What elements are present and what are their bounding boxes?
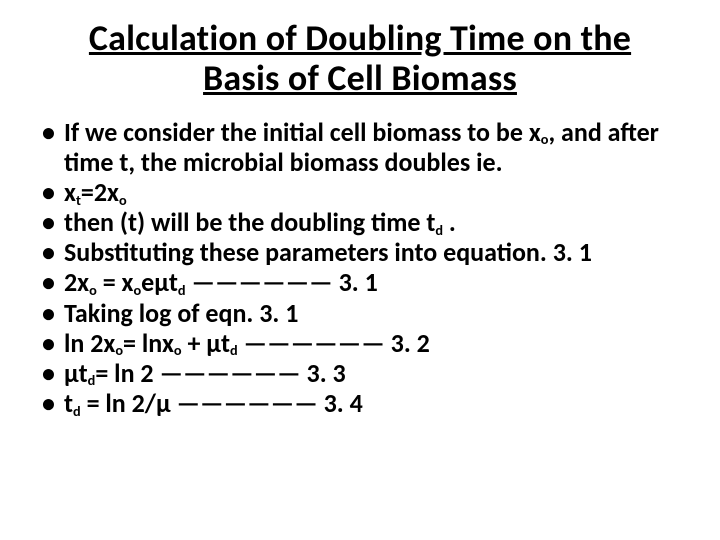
text: =2x <box>81 176 119 208</box>
title-line-1: Calculation of Doubling Time on the <box>89 16 631 60</box>
text: t <box>64 387 73 419</box>
title-line-2: Basis of Cell Biomass <box>203 56 517 100</box>
text: Taking log of eqn. 3. 1 <box>64 297 298 329</box>
text: x <box>64 176 76 208</box>
bullet-3: then (t) will be the doubling time td . <box>38 207 686 237</box>
text: ln 2x <box>64 327 115 359</box>
bullet-1: If we consider the initial cell biomass … <box>38 117 686 177</box>
text: If we consider the initial cell biomass … <box>64 116 541 148</box>
bullet-8: µtd= ln 2 —————— 3. 3 <box>38 358 686 388</box>
text: . <box>443 206 456 238</box>
text: µt <box>64 357 88 389</box>
text: 2x <box>64 266 89 298</box>
bullet-4: Substituting these parameters into equat… <box>38 237 686 267</box>
subscript-o: o <box>541 130 549 148</box>
bullet-7: ln 2xo= lnxo + µtd —————— 3. 2 <box>38 328 686 358</box>
bullet-6: Taking log of eqn. 3. 1 <box>38 298 686 328</box>
text: then (t) will be the doubling time t <box>64 206 435 238</box>
text: + µt <box>182 327 230 359</box>
text: = ln 2 —————— 3. 3 <box>95 357 345 389</box>
text: = ln 2/µ —————— 3. 4 <box>81 387 363 419</box>
bullet-9: td = ln 2/µ —————— 3. 4 <box>38 388 686 418</box>
text: Substituting these parameters into equat… <box>64 236 592 268</box>
text: —————— 3. 2 <box>238 327 430 359</box>
bullet-2: xt=2xo <box>38 177 686 207</box>
bullet-5: 2xo = xoeµtd —————— 3. 1 <box>38 267 686 297</box>
bullet-list: If we consider the initial cell biomass … <box>30 117 690 419</box>
subscript-d: d <box>73 402 81 420</box>
text: = lnx <box>123 327 174 359</box>
slide: { "title_line1": "Calculation of Doublin… <box>0 0 720 540</box>
slide-title: Calculation of Doubling Time on the Basi… <box>50 18 670 99</box>
text: —————— 3. 1 <box>186 266 378 298</box>
text: = x <box>97 266 134 298</box>
text: eµt <box>141 266 178 298</box>
